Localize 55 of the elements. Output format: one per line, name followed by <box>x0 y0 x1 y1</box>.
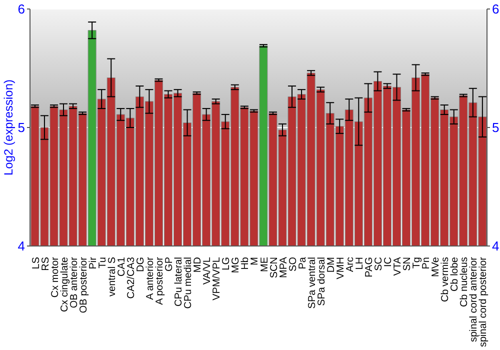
x-tick-label: LH <box>354 257 366 270</box>
x-tick-label: Pir <box>88 256 99 270</box>
y-tick-label: 6 <box>18 2 25 17</box>
x-tick-label: SPa ventral <box>306 257 318 309</box>
x-tick-label: CA2/CA3 <box>126 256 137 299</box>
y2-tick-label: 5 <box>492 120 500 136</box>
x-tick-label: PAG <box>364 256 375 278</box>
y2-tick-label: 6 <box>492 2 500 17</box>
x-tick-label: MG <box>230 256 242 274</box>
x-tick-label: Tg <box>412 257 423 269</box>
x-tick-label: SO <box>288 256 299 272</box>
y2-tick-label: 4 <box>492 238 500 254</box>
x-tick-label: RS <box>40 256 52 271</box>
x-tick-label: Tu <box>97 257 108 268</box>
x-tick-label: SC <box>374 257 385 271</box>
x-tick-label: ventral S <box>106 256 118 296</box>
x-tick-label: Arc <box>344 257 356 272</box>
x-tick-label: spinal cord posterior <box>478 256 490 348</box>
x-tick-label: Pn <box>421 257 432 270</box>
x-tick-label: ME <box>259 256 270 272</box>
x-tick-label: IC <box>383 257 394 267</box>
x-tick-label: Pa <box>297 256 308 270</box>
x-tick-label: M <box>250 257 261 266</box>
x-tick-label: SN <box>402 257 414 271</box>
x-tick-label: VPM/VPL <box>212 256 223 300</box>
x-tick-label: VMH <box>335 257 346 280</box>
x-tick-label: SCN <box>268 257 280 278</box>
x-tick-label: Cb lobe <box>450 256 461 292</box>
x-tick-label: MD <box>192 257 204 273</box>
x-tick-label: MVe <box>430 256 442 278</box>
x-tick-label: Cb vermis <box>440 257 452 302</box>
x-tick-label: LS <box>30 256 42 270</box>
x-tick-label: SPa dorsal <box>316 257 328 306</box>
x-tick-label: OB posterior <box>78 256 90 314</box>
x-tick-label: Cb nucleus <box>459 257 470 308</box>
x-tick-label: Hb <box>240 256 252 270</box>
x-tick-label: CPu lateral <box>174 257 185 306</box>
x-tick-label: LG <box>221 256 232 270</box>
x-tick-label: MPA <box>278 256 290 278</box>
x-tick-label: VA/VL <box>202 256 214 285</box>
x-tick-label: Cx cingulate <box>59 256 70 312</box>
y-axis-title: Log2 (expression) <box>1 79 16 176</box>
x-tick-label: DG <box>135 256 146 272</box>
x-tick-label: Cx motor <box>50 256 61 298</box>
x-tick-label: A anterior <box>145 256 156 300</box>
x-tick-label: DM <box>326 257 337 273</box>
y-tick-label: 4 <box>18 238 25 254</box>
x-tick-label: CPu medial <box>183 257 194 309</box>
y-tick-label: 5 <box>18 120 25 136</box>
x-tick-label: CA1 <box>116 256 128 276</box>
x-tick-label: GP <box>164 256 176 272</box>
x-tick-label: VTA <box>392 256 404 276</box>
x-tick-label: A posterior <box>154 256 166 305</box>
x-tick-label: spinal cord anterior <box>468 256 480 342</box>
x-tick-label: OB anterior <box>68 256 80 308</box>
